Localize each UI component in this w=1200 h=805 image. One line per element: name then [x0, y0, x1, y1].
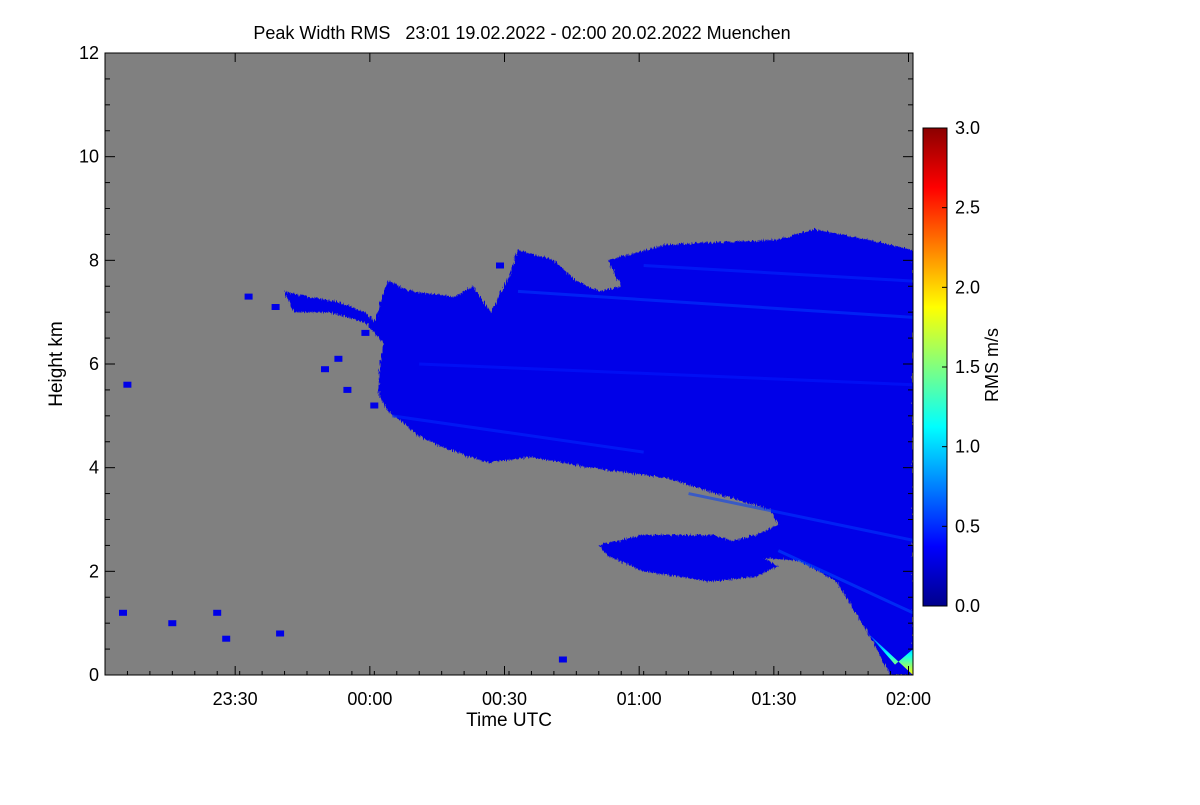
- isolated-echo: [370, 402, 379, 409]
- x-tick-label: 02:00: [886, 689, 931, 709]
- colorbar-tick-label: 0.0: [955, 596, 980, 616]
- colorbar-tick-label: 2.5: [955, 198, 980, 218]
- echo-streak: [517, 289, 913, 319]
- colorbar-tick-label: 2.0: [955, 277, 980, 297]
- isolated-echo: [361, 329, 370, 336]
- x-tick-label: 00:00: [347, 689, 392, 709]
- echo-streak: [777, 549, 913, 615]
- isolated-echo: [168, 620, 177, 627]
- y-tick-label: 12: [79, 43, 99, 63]
- y-tick-label: 10: [79, 147, 99, 167]
- y-tick-label: 6: [89, 354, 99, 374]
- y-axis-label: Height km: [46, 321, 67, 407]
- isolated-echo: [276, 630, 285, 637]
- x-tick-label: 00:30: [482, 689, 527, 709]
- y-tick-label: 8: [89, 250, 99, 270]
- isolated-echo: [244, 293, 253, 300]
- echo-main-region: [284, 229, 913, 675]
- isolated-echo: [343, 386, 352, 393]
- echo-streak: [688, 492, 913, 542]
- x-axis-label: Time UTC: [466, 710, 552, 731]
- isolated-echo: [222, 635, 231, 642]
- colorbar-tick-label: 3.0: [955, 118, 980, 138]
- isolated-echo: [213, 609, 222, 616]
- isolated-echo: [119, 609, 127, 616]
- echo-streaks: [392, 264, 913, 615]
- echo-layer: [119, 229, 913, 675]
- y-axis: 0 2 4 6 8 10 12: [79, 43, 913, 685]
- x-axis: 23:30 00:00 00:30 01:00 01:30 02:00: [104, 53, 931, 709]
- colorbar-label: RMS m/s: [982, 328, 1002, 402]
- isolated-echo: [123, 381, 132, 388]
- echo-streak: [392, 414, 644, 454]
- x-tick-label: 01:00: [617, 689, 662, 709]
- isolated-echo: [321, 366, 329, 373]
- y-tick-label: 2: [89, 561, 99, 581]
- x-tick-label: 01:30: [751, 689, 796, 709]
- colorbar-tick-label: 1.5: [955, 357, 980, 377]
- chart-title: Peak Width RMS 23:01 19.02.2022 - 02:00 …: [253, 23, 790, 43]
- isolated-echo: [334, 355, 343, 362]
- echo-streak: [643, 264, 913, 283]
- colorbar-ticks: 0.0 0.5 1.0 1.5 2.0 2.5 3.0: [942, 118, 980, 616]
- x-tick-label: 23:30: [213, 689, 258, 709]
- y-tick-label: 4: [89, 458, 99, 478]
- isolated-echo: [271, 304, 280, 310]
- isolated-echo: [558, 656, 567, 663]
- isolated-echo: [496, 262, 504, 269]
- echo-high-rms-region: [868, 633, 913, 675]
- colorbar-tick-label: 1.0: [955, 437, 980, 457]
- colorbar-tick-label: 0.5: [955, 516, 980, 536]
- echo-low-layer: [598, 535, 779, 582]
- echo-streak: [419, 362, 913, 387]
- y-tick-label: 0: [89, 665, 99, 685]
